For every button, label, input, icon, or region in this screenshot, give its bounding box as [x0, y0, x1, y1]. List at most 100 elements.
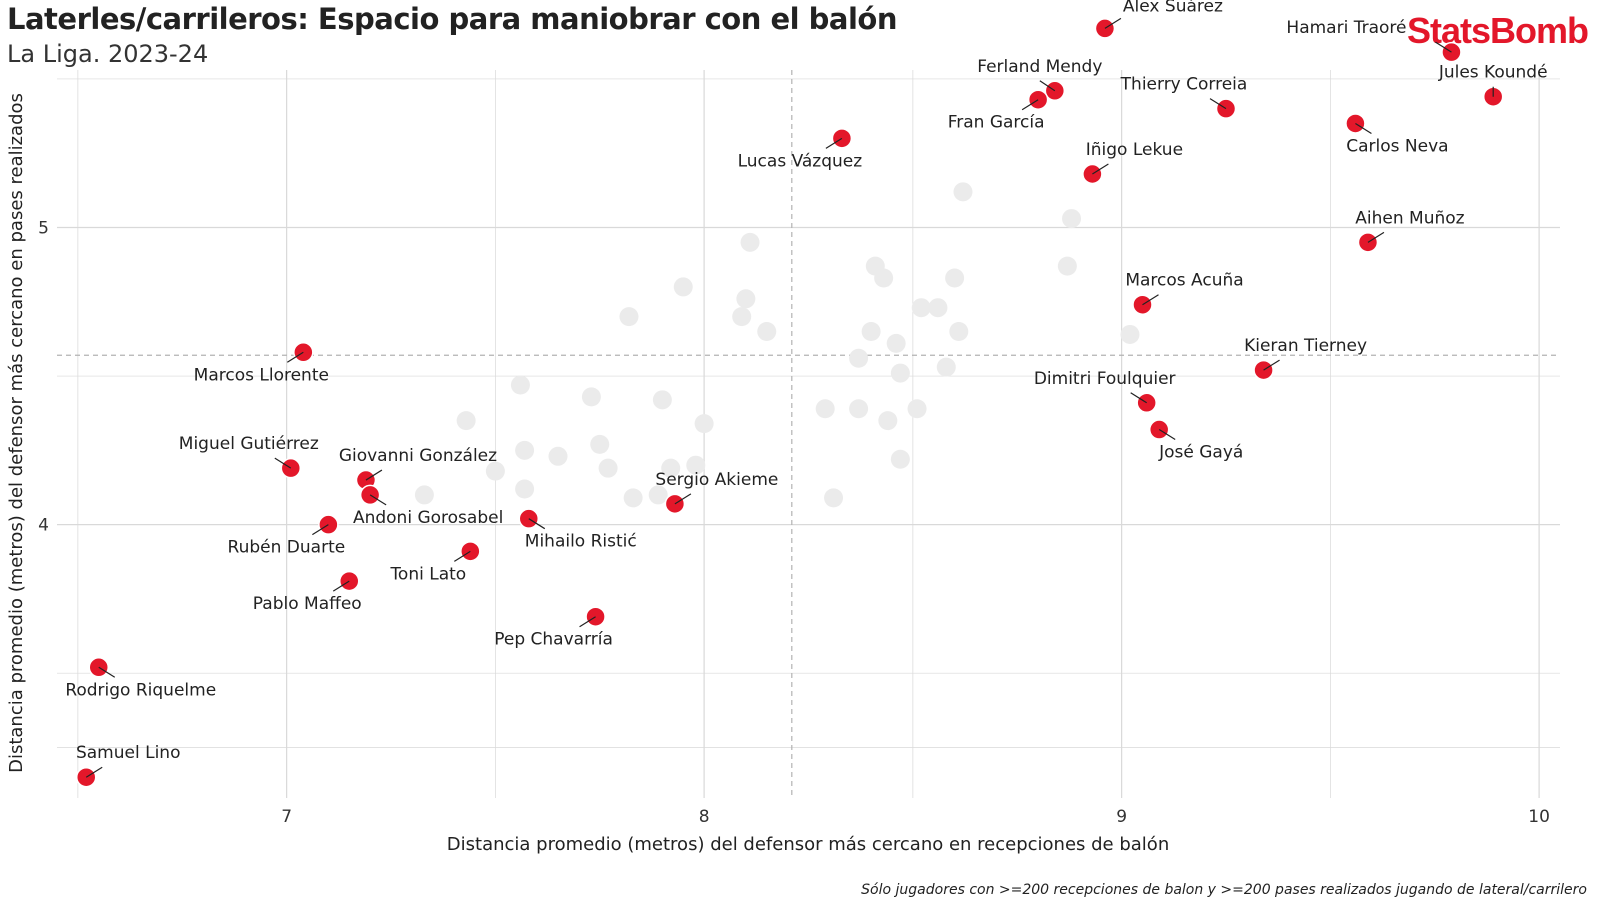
- background-point: [686, 455, 706, 475]
- player-label: Dimitri Foulquier: [1034, 369, 1176, 389]
- player-label: Thierry Correia: [1120, 75, 1248, 95]
- background-point: [890, 449, 910, 469]
- background-point: [878, 411, 898, 431]
- player-label: Iñigo Lekue: [1086, 140, 1183, 160]
- background-points: [414, 182, 1140, 508]
- background-point: [890, 363, 910, 383]
- background-point: [849, 348, 869, 368]
- leader-line: [1209, 98, 1227, 110]
- leader-line: [1158, 429, 1176, 441]
- x-tick-label: 9: [1116, 807, 1127, 827]
- player-label: Andoni Gorosabel: [353, 508, 503, 528]
- background-point: [673, 277, 693, 297]
- background-point: [590, 434, 610, 454]
- player-label: José Gayá: [1158, 443, 1243, 463]
- background-point: [515, 479, 535, 499]
- background-point: [619, 307, 639, 327]
- background-point: [740, 232, 760, 252]
- background-point: [456, 411, 476, 431]
- leader-line: [369, 494, 387, 506]
- leader-line: [454, 550, 471, 562]
- player-label: Hamari Traoré: [1286, 18, 1406, 38]
- leader-line: [1039, 80, 1056, 92]
- leader-line: [528, 518, 546, 530]
- x-tick-label: 10: [1528, 807, 1550, 827]
- background-point: [652, 390, 672, 410]
- leader-line: [332, 580, 350, 592]
- leader-line: [312, 524, 329, 536]
- background-point: [949, 321, 969, 341]
- leader-line: [365, 469, 383, 481]
- player-label: Rodrigo Riquelme: [65, 680, 216, 700]
- statsbomb-logo: StatsBomb: [1406, 10, 1589, 51]
- background-point: [757, 321, 777, 341]
- y-axis-label: Distancia promedio (metros) del defensor…: [6, 93, 27, 773]
- highlighted-point: [1094, 18, 1116, 39]
- x-tick-label: 7: [281, 807, 292, 827]
- background-point: [1057, 256, 1077, 276]
- highlighted-point: [664, 493, 686, 515]
- leader-line: [98, 666, 116, 678]
- background-point: [874, 268, 894, 288]
- player-label: Sergio Akieme: [655, 470, 778, 490]
- x-axis-label: Distancia promedio (metros) del defensor…: [447, 834, 1169, 855]
- background-point: [736, 289, 756, 309]
- background-point: [661, 458, 681, 478]
- leader-line: [1435, 41, 1452, 53]
- background-point: [907, 399, 927, 419]
- background-point: [953, 182, 973, 202]
- leader-line: [1263, 359, 1280, 371]
- player-label: Marcos Llorente: [194, 365, 329, 385]
- background-point: [1062, 209, 1082, 229]
- background-point: [815, 399, 835, 419]
- background-point: [928, 298, 948, 318]
- leader-line: [287, 351, 304, 363]
- leader-line: [1021, 99, 1039, 111]
- player-label: Samuel Lino: [76, 743, 181, 763]
- background-point: [1120, 324, 1140, 344]
- highlighted-points: [75, 18, 1504, 788]
- leader-line: [1142, 294, 1159, 306]
- y-tick-label: 4: [38, 516, 49, 536]
- background-point: [694, 414, 714, 434]
- background-point: [936, 357, 956, 377]
- player-label: Rubén Duarte: [228, 538, 346, 558]
- player-label: Toni Lato: [389, 564, 466, 584]
- leader-line: [579, 616, 596, 628]
- background-point: [515, 440, 535, 460]
- leader-line: [1104, 17, 1122, 29]
- player-labels: Álex Suárez Hamari Traoré Jules Koundé Ferl…: [65, 0, 1548, 778]
- grid: [57, 70, 1560, 798]
- background-point: [548, 446, 568, 466]
- background-point: [623, 488, 643, 508]
- footnote-caption: Sólo jugadores con >=200 recepciones de …: [861, 882, 1587, 898]
- player-label: Aihen Muñoz: [1355, 208, 1464, 228]
- player-label: Álex Suárez: [1123, 0, 1223, 16]
- leader-line: [674, 493, 692, 505]
- background-point: [732, 307, 752, 327]
- background-point: [485, 461, 505, 481]
- player-label: Marcos Acuña: [1125, 271, 1243, 291]
- leader-line: [85, 766, 103, 778]
- player-label: Lucas Vázquez: [738, 151, 863, 171]
- background-point: [911, 298, 931, 318]
- background-point: [861, 321, 881, 341]
- player-label: Jules Koundé: [1438, 63, 1548, 83]
- background-point: [648, 485, 668, 505]
- leader-line: [274, 457, 292, 469]
- y-tick-label: 5: [38, 218, 49, 238]
- leader-line: [1367, 231, 1385, 243]
- scatter-plot: Álex Suárez Hamari Traoré Jules Koundé Ferl…: [6, 0, 1560, 855]
- background-point: [510, 375, 530, 395]
- player-label: Pablo Maffeo: [253, 594, 362, 614]
- reference-lines: [57, 70, 1560, 798]
- axis-ticks: 7 8 9 10 4 5: [38, 218, 1550, 827]
- background-point: [598, 458, 618, 478]
- chart-title: Laterles/carrileros: Espacio para maniob…: [7, 2, 898, 36]
- player-label: Pep Chavarría: [494, 630, 613, 650]
- player-label: Fran García: [948, 113, 1045, 133]
- player-label: Kieran Tierney: [1244, 336, 1367, 356]
- player-label: Ferland Mendy: [977, 57, 1102, 77]
- player-label: Mihailo Ristić: [525, 532, 637, 552]
- leader-line: [1130, 392, 1147, 404]
